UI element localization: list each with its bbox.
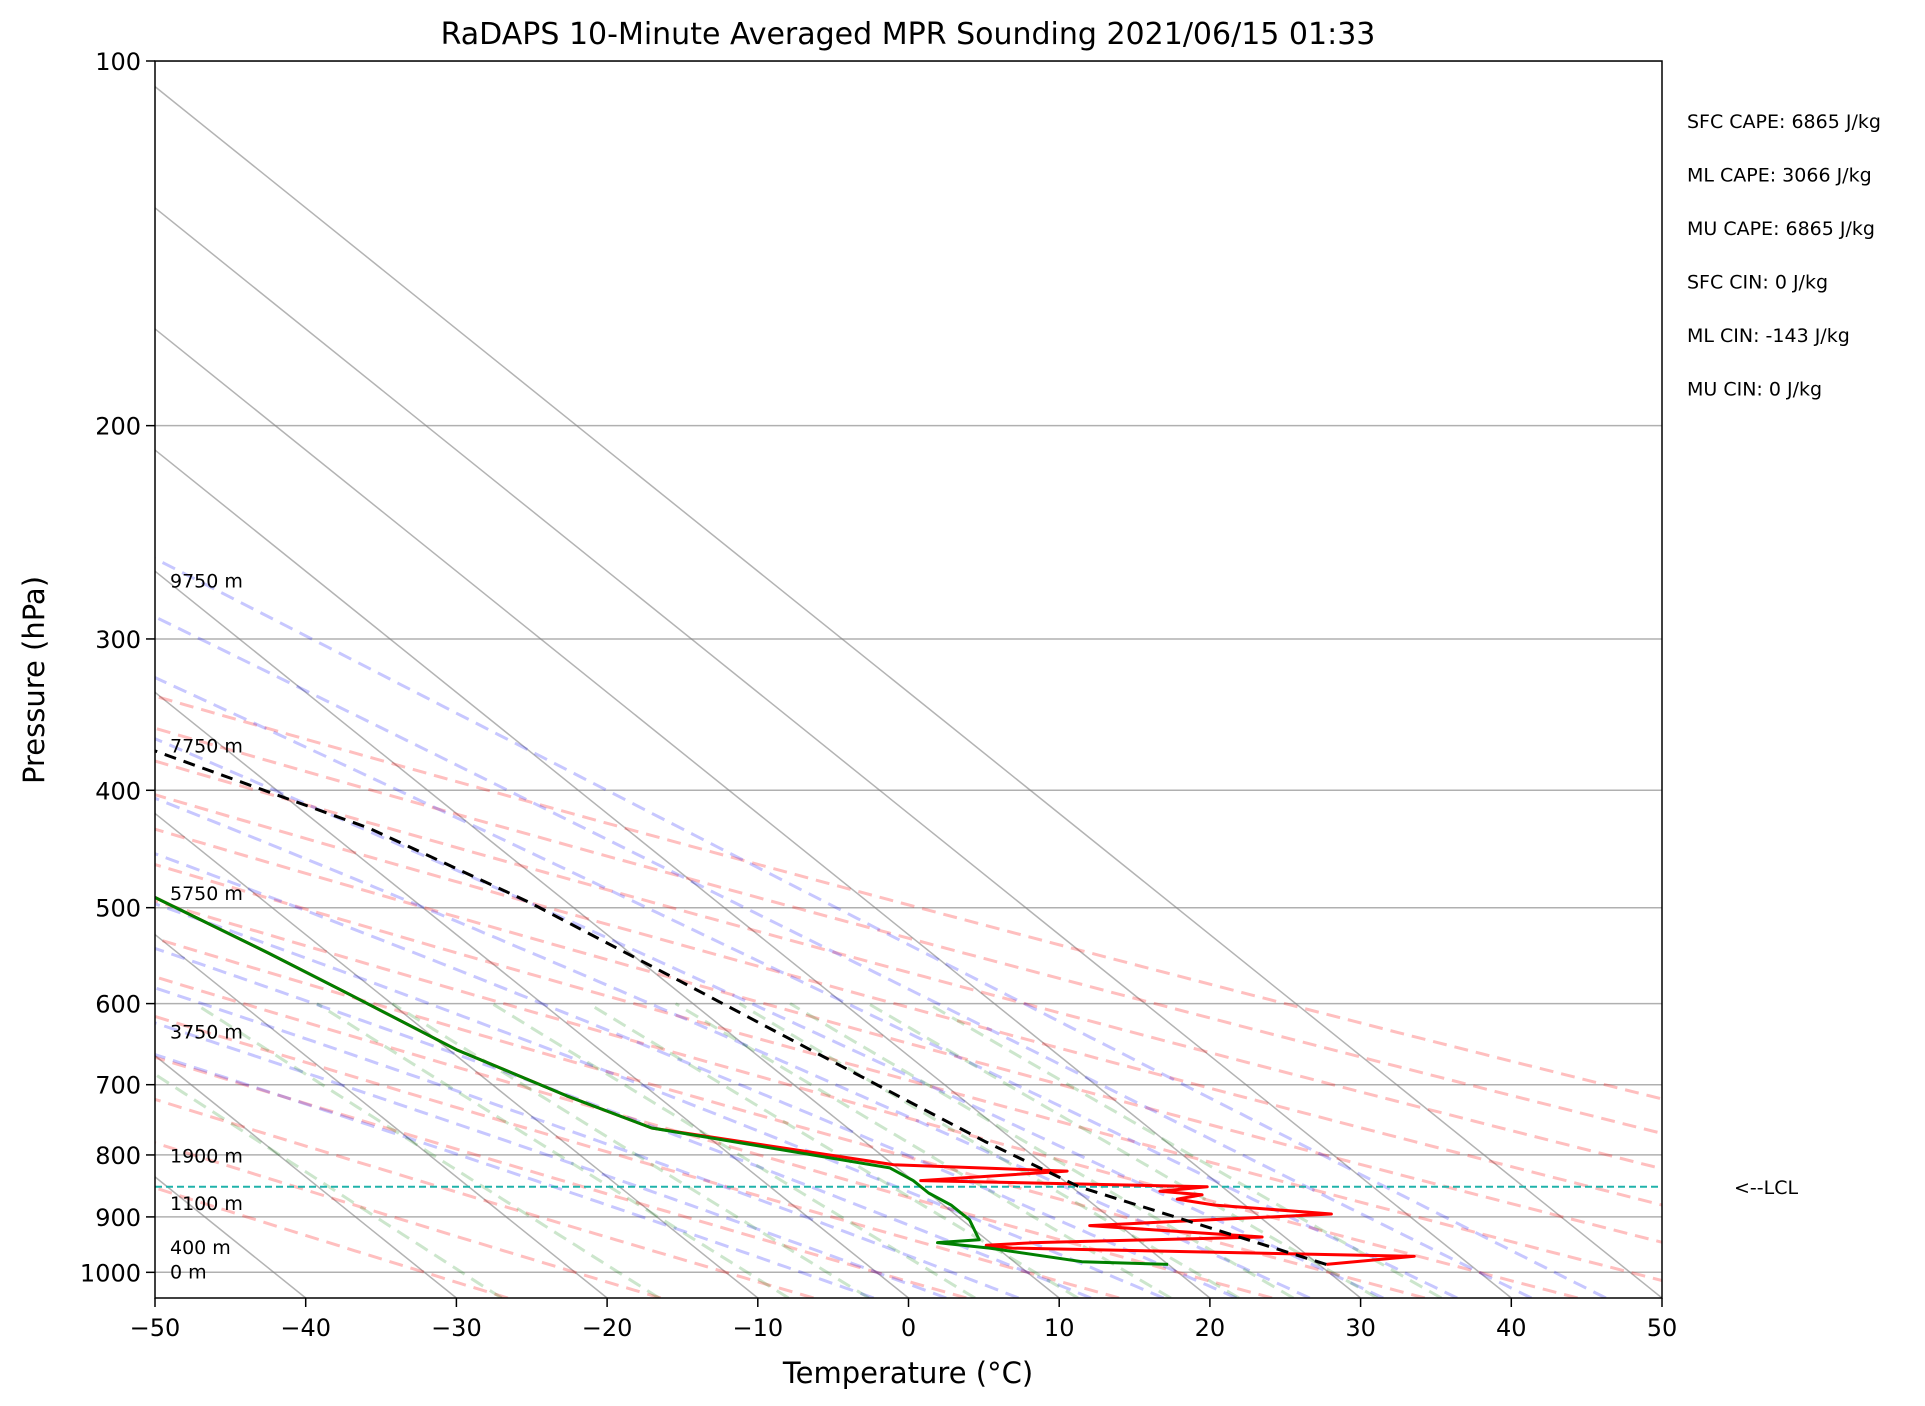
axes-ticks: −50 −40 −30 −20 −10 0 10 20 30 40 50 100 200 300 400 50… bbox=[80, 48, 1677, 1342]
isotherm-line bbox=[155, 1054, 457, 1298]
height-label: 7750 m bbox=[170, 735, 243, 757]
x-tick-label: 10 bbox=[1044, 1314, 1075, 1342]
dry-adiabat-line bbox=[155, 936, 1426, 1298]
index-label: MU CIN: 0 J/kg bbox=[1687, 379, 1822, 401]
x-tick-label: 30 bbox=[1345, 1314, 1376, 1342]
mixing-ratio-line bbox=[155, 1072, 503, 1298]
isotherm-line bbox=[155, 812, 759, 1298]
moist-adiabat-line bbox=[155, 946, 1092, 1298]
series-dewpoint-line bbox=[155, 895, 1169, 1266]
dry-adiabat-line bbox=[155, 863, 1662, 1283]
isotherm-line bbox=[155, 691, 909, 1298]
x-tick-label: −40 bbox=[280, 1314, 331, 1342]
series-temperature-line bbox=[155, 895, 1416, 1266]
x-tick-label: −50 bbox=[130, 1314, 181, 1342]
y-axis-label: Pressure (hPa) bbox=[17, 576, 51, 784]
dry-adiabat-line bbox=[155, 793, 1662, 1207]
y-tick-label: 100 bbox=[95, 48, 141, 76]
mixing-ratio-line bbox=[738, 1002, 1240, 1298]
dry-adiabat-line bbox=[155, 759, 1662, 1171]
dry-adiabat-line bbox=[155, 1014, 1120, 1298]
dry-adiabat-line bbox=[155, 975, 1273, 1298]
sounding-traces bbox=[155, 749, 1662, 1266]
moist-adiabat-line bbox=[155, 986, 1020, 1298]
x-tick-label: −30 bbox=[431, 1314, 482, 1342]
moist-adiabat-line bbox=[155, 1021, 947, 1298]
index-label: SFC CIN: 0 J/kg bbox=[1687, 272, 1828, 294]
y-tick-label: 300 bbox=[95, 626, 141, 654]
moist-adiabat-line bbox=[155, 615, 1533, 1298]
height-label: 0 m bbox=[170, 1261, 207, 1283]
mixing-ratio-line bbox=[867, 1002, 1379, 1298]
x-tick-label: 20 bbox=[1195, 1314, 1226, 1342]
dry-adiabat-line bbox=[155, 1141, 662, 1298]
isotherm-line bbox=[0, 61, 4, 1298]
y-tick-label: 900 bbox=[95, 1204, 141, 1232]
dry-adiabat-line bbox=[155, 726, 1662, 1135]
mixing-ratio-line bbox=[316, 1002, 790, 1298]
isotherm-line bbox=[155, 206, 1512, 1298]
mixing-ratio-line bbox=[587, 1002, 1079, 1298]
height-label: 5750 m bbox=[170, 883, 243, 905]
dry-adiabat-line bbox=[155, 1055, 967, 1298]
isotherm-line bbox=[155, 933, 608, 1298]
moist-adiabat-line bbox=[155, 796, 1311, 1298]
isotherm-line bbox=[155, 449, 1211, 1298]
y-tick-label: 800 bbox=[95, 1142, 141, 1170]
height-label: 1100 m bbox=[170, 1193, 243, 1215]
y-tick-label: 400 bbox=[95, 777, 141, 805]
mixing-ratio-line bbox=[674, 1002, 1172, 1298]
x-tick-label: 40 bbox=[1496, 1314, 1527, 1342]
height-label: 9750 m bbox=[170, 571, 243, 593]
y-tick-label: 200 bbox=[95, 413, 141, 441]
chart-title: RaDAPS 10-Minute Averaged MPR Sounding 2… bbox=[441, 17, 1376, 52]
series-parcel-line bbox=[155, 749, 1327, 1266]
dry-adiabat-line bbox=[155, 827, 1662, 1244]
dry-adiabat-line bbox=[155, 899, 1578, 1298]
x-tick-label: 50 bbox=[1647, 1314, 1678, 1342]
x-axis-label: Temperature (°C) bbox=[782, 1356, 1033, 1390]
mixing-ratio-line bbox=[193, 1002, 660, 1298]
isotherm-line bbox=[155, 85, 1662, 1298]
dry-adiabat-line bbox=[155, 1186, 509, 1298]
x-tick-label: 0 bbox=[901, 1314, 916, 1342]
moist-adiabat-line bbox=[155, 852, 1238, 1298]
y-tick-label: 500 bbox=[95, 895, 141, 923]
y-tick-label: 600 bbox=[95, 991, 141, 1019]
lcl-label: <--LCL bbox=[1734, 1177, 1798, 1199]
index-label: ML CAPE: 3066 J/kg bbox=[1687, 165, 1872, 187]
mixing-ratio-line bbox=[491, 1002, 976, 1298]
isotherm-line bbox=[155, 570, 1060, 1298]
index-label: SFC CAPE: 6865 J/kg bbox=[1687, 111, 1881, 133]
y-tick-label: 700 bbox=[95, 1072, 141, 1100]
background-lines bbox=[0, 61, 1662, 1298]
y-tick-label: 1000 bbox=[80, 1259, 141, 1287]
moist-adiabat-line bbox=[155, 675, 1458, 1298]
moist-adiabat-line bbox=[155, 902, 1165, 1298]
height-label: 3750 m bbox=[170, 1022, 243, 1044]
index-label: MU CAPE: 6865 J/kg bbox=[1687, 218, 1875, 240]
x-tick-label: −20 bbox=[582, 1314, 633, 1342]
height-label: 1900 m bbox=[170, 1145, 243, 1167]
isotherm-line bbox=[155, 327, 1362, 1298]
x-tick-label: −10 bbox=[732, 1314, 783, 1342]
height-label: 400 m bbox=[170, 1237, 231, 1259]
index-label: ML CIN: -143 J/kg bbox=[1687, 325, 1850, 347]
dry-adiabat-line bbox=[155, 1097, 814, 1298]
mixing-ratio-line bbox=[789, 1002, 1295, 1298]
moist-adiabat-line bbox=[155, 737, 1384, 1298]
